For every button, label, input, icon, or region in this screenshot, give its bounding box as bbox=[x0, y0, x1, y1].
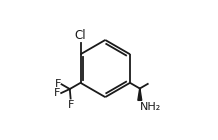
Text: F: F bbox=[67, 100, 74, 110]
Text: F: F bbox=[55, 79, 61, 89]
Text: NH₂: NH₂ bbox=[140, 102, 162, 112]
Polygon shape bbox=[138, 88, 142, 100]
Text: F: F bbox=[54, 88, 61, 98]
Text: Cl: Cl bbox=[75, 29, 86, 42]
